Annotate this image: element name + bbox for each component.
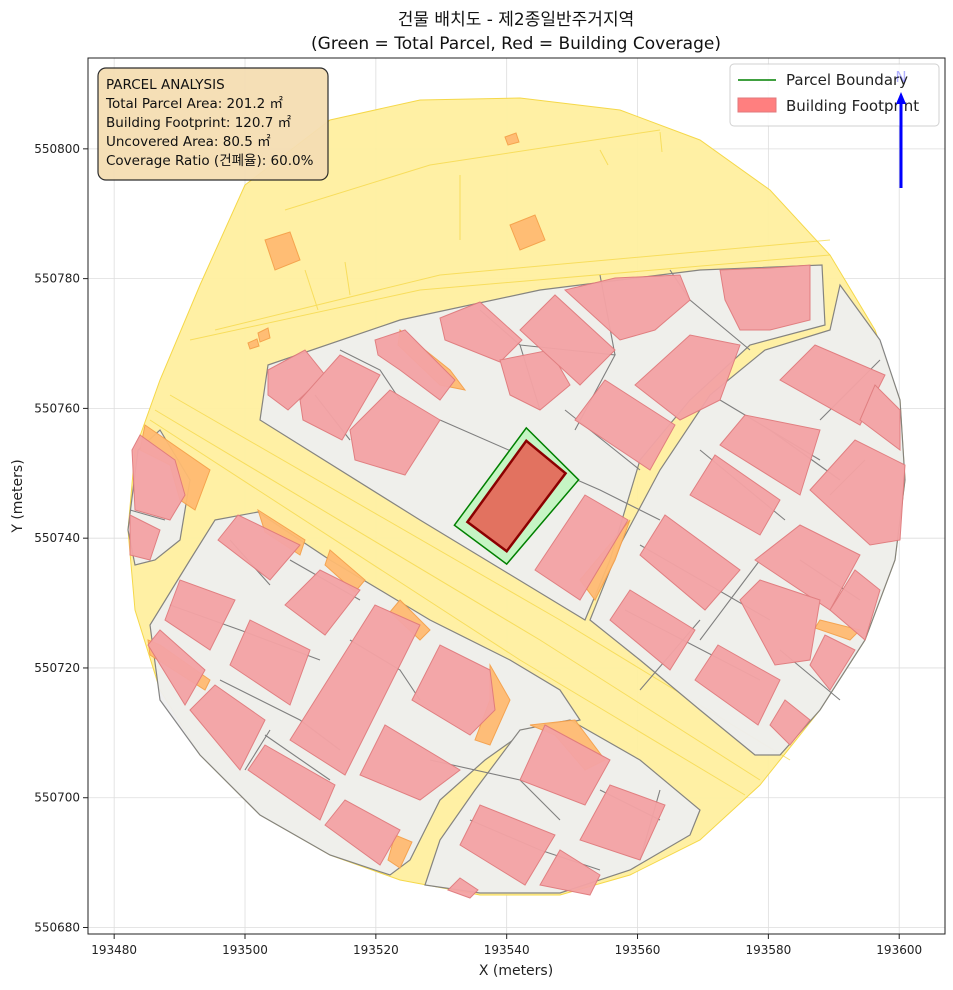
plot-frame: [87, 57, 946, 935]
x-tick-label: 193580: [745, 943, 791, 957]
chart-title-line2: (Green = Total Parcel, Red = Building Co…: [311, 34, 721, 54]
legend-background: [729, 63, 940, 127]
building-footprints: [129, 264, 906, 899]
legend-building-swatch: [737, 97, 777, 113]
info-heading: PARCEL ANALYSIS: [106, 77, 225, 93]
info-coverage-ratio: Coverage Ratio (건폐율): 60.0%: [106, 153, 314, 169]
y-tick-label: 550760: [34, 401, 80, 415]
x-tick-label: 193540: [484, 943, 530, 957]
x-tick-label: 193600: [876, 943, 922, 957]
y-axis-ticks: 550680 550700 550720 550740 550760 550780 5508…: [34, 142, 88, 935]
chart-title-line1: 건물 배치도 - 제2종일반주거지역: [398, 10, 634, 30]
parcel-analysis-box: PARCEL ANALYSIS Total Parcel Area: 201.2…: [97, 67, 329, 181]
y-tick-label: 550720: [34, 661, 80, 675]
legend-building-label: Building Footprint: [786, 97, 919, 115]
target-building-footprint[interactable]: [465, 438, 568, 553]
x-axis-ticks: 193480 193500 193520 193540 193560 193580 1936…: [91, 934, 922, 957]
y-tick-label: 550680: [34, 921, 80, 935]
north-arrow-head: [896, 92, 906, 104]
x-axis-label: X (meters): [479, 963, 553, 979]
north-arrow: N: [895, 68, 907, 188]
info-box-background: [97, 67, 329, 181]
legend: Parcel Boundary Building Footprint: [729, 63, 940, 127]
north-arrow-label: N: [895, 68, 906, 86]
y-tick-label: 550740: [34, 531, 80, 545]
info-uncovered: Uncovered Area: 80.5 ㎡: [106, 134, 271, 150]
x-tick-label: 193520: [353, 943, 399, 957]
x-tick-label: 193480: [91, 943, 137, 957]
y-tick-label: 550800: [34, 142, 80, 156]
map-layers: [127, 97, 906, 899]
y-tick-label: 550700: [34, 791, 80, 805]
x-tick-label: 193560: [615, 943, 661, 957]
y-axis-label: Y (meters): [10, 459, 26, 533]
legend-parcel-label: Parcel Boundary: [786, 71, 908, 89]
y-tick-label: 550780: [34, 272, 80, 286]
info-footprint: Building Footprint: 120.7 ㎡: [106, 115, 292, 131]
x-tick-label: 193500: [222, 943, 268, 957]
info-total-area: Total Parcel Area: 201.2 ㎡: [105, 96, 283, 112]
